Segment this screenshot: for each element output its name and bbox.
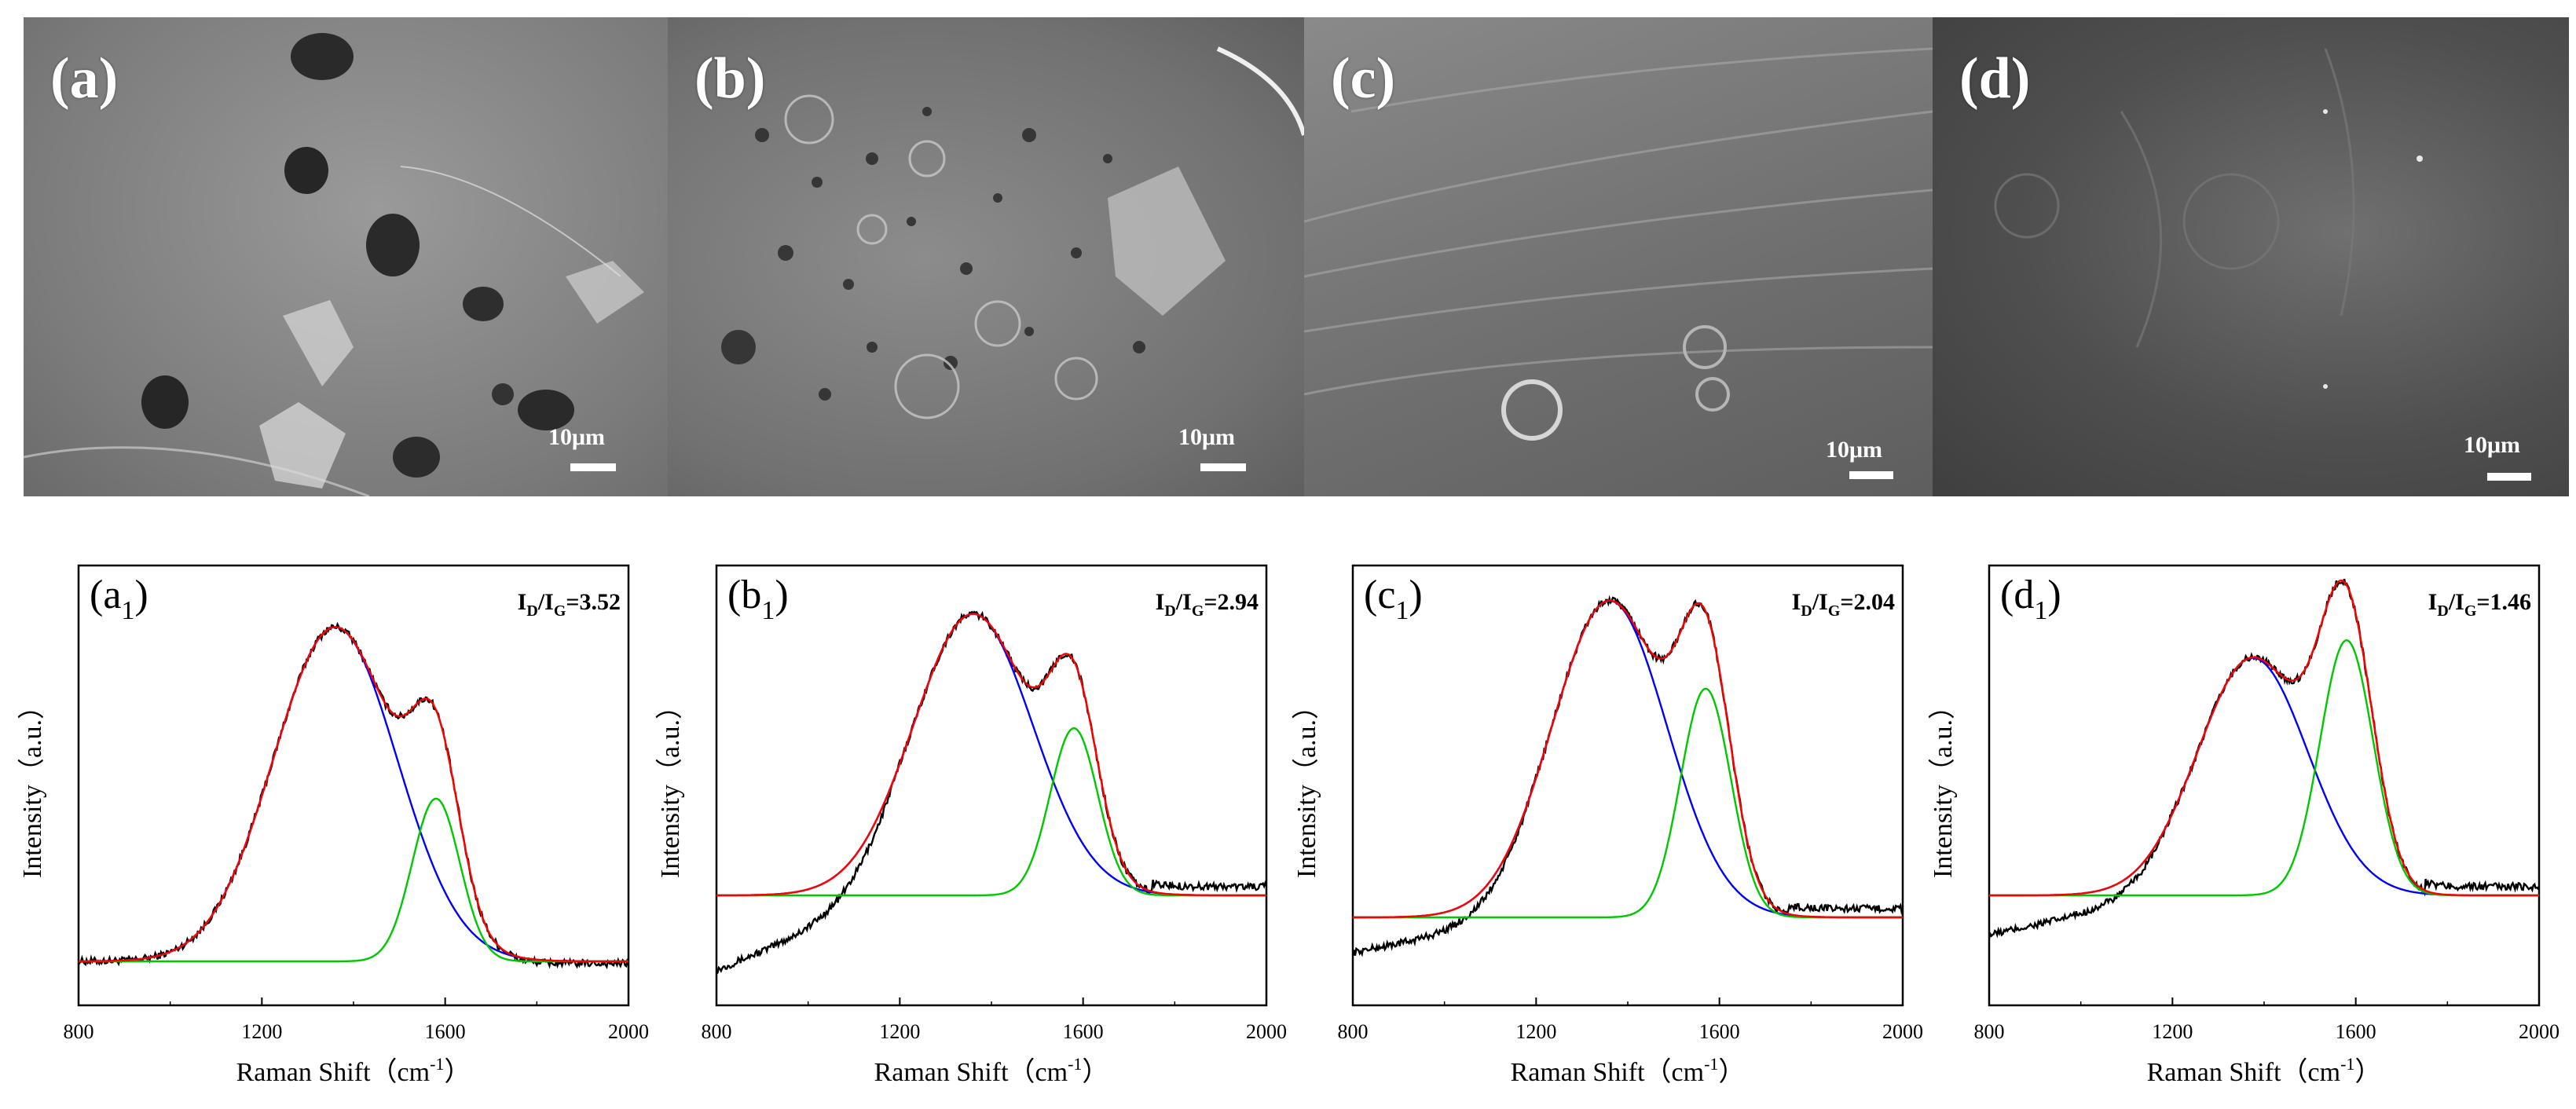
x-tick-label: 800 [1974, 1020, 2005, 1043]
series-g-band [716, 727, 1266, 897]
scale-bar-label: 10μm [548, 424, 605, 450]
intensity-ratio-label: ID/IG=3.52 [518, 589, 621, 620]
scale-bar-label: 10μm [1826, 437, 1882, 463]
series-g-band [79, 797, 628, 963]
x-tick-label: 800 [1338, 1020, 1369, 1043]
series-d-band [1989, 657, 2539, 897]
sem-texture [1304, 47, 1933, 441]
raman-chart-svg: 800 1200 1600 2000 Raman Shift（cm-1） Intensit… [17, 564, 649, 1087]
x-tick-label: 1600 [2336, 1020, 2376, 1043]
y-axis-label: Intensity（a.u.） [1292, 693, 1321, 878]
x-axis-label: Raman Shift（cm-1） [236, 1054, 471, 1087]
raman-chart-a1: 800 1200 1600 2000 Raman Shift（cm-1） Intensit… [0, 542, 649, 1109]
raman-chart-svg: 800 1200 1600 2000 Raman Shift（cm-1） Intensit… [655, 564, 1287, 1087]
sem-texture [24, 33, 644, 496]
y-axis-label: Intensity（a.u.） [17, 693, 47, 878]
panel-label: (d) [1959, 46, 2031, 111]
scale-bar-label: 10μm [2464, 432, 2520, 458]
series-d-band [716, 613, 1266, 897]
x-tick-label: 2000 [1882, 1020, 1923, 1043]
series-d-band [79, 626, 628, 963]
intensity-ratio-label: ID/IG=2.04 [1792, 589, 1895, 620]
x-tick-label: 800 [702, 1020, 732, 1043]
sem-image-a: (a) 10μm [24, 17, 668, 496]
x-tick-label: 1200 [2152, 1020, 2193, 1043]
chart-panel-label: (d1) [2000, 573, 2061, 625]
x-tick-label: 2000 [2519, 1020, 2560, 1043]
intensity-ratio-label: ID/IG=1.46 [2428, 589, 2531, 620]
sem-texture [721, 46, 1304, 419]
scale-bar [2487, 473, 2531, 481]
series-fit [79, 626, 628, 963]
series-measured [1351, 595, 1904, 957]
sem-texture [1994, 48, 2423, 389]
series-measured [1988, 578, 2541, 939]
scale-bar [1849, 471, 1893, 479]
panel-label: (c) [1331, 46, 1396, 111]
x-tick-label: 1600 [1699, 1020, 1740, 1043]
sem-image-b: (b) 10μm [668, 17, 1304, 496]
raman-chart-d1: 800 1200 1600 2000 Raman Shift（cm-1） Intensit… [1911, 542, 2560, 1109]
x-axis-label: Raman Shift（cm-1） [874, 1054, 1109, 1087]
x-tick-label: 1200 [879, 1020, 920, 1043]
series-g-band [1353, 687, 1903, 919]
y-axis-label: Intensity（a.u.） [655, 693, 685, 878]
series-g-band [1989, 639, 2539, 897]
series-fit [1353, 599, 1903, 919]
panel-label: (a) [50, 46, 119, 111]
series-fit [716, 613, 1266, 897]
x-axis-label: Raman Shift（cm-1） [2147, 1054, 2382, 1087]
chart-panel-label: (c1) [1364, 573, 1423, 625]
raman-chart-svg: 800 1200 1600 2000 Raman Shift（cm-1） Intensit… [1928, 564, 2560, 1087]
series-measured [77, 621, 630, 970]
intensity-ratio-label: ID/IG=2.94 [1156, 589, 1259, 620]
chart-panel-label: (b1) [727, 573, 789, 625]
scale-bar [1200, 463, 1246, 471]
x-tick-label: 800 [64, 1020, 94, 1043]
plot-frame [715, 564, 1268, 1007]
scale-bar [570, 463, 616, 471]
series-fit [1989, 579, 2539, 897]
y-axis-label: Intensity（a.u.） [1928, 693, 1958, 878]
chart-panel-label: (a1) [90, 573, 148, 625]
series-measured [716, 610, 1268, 975]
plot-frame [1988, 564, 2541, 1007]
series-d-band [1353, 599, 1903, 919]
x-tick-label: 1600 [425, 1020, 466, 1043]
plot-frame [77, 564, 630, 1007]
x-tick-label: 2000 [1246, 1020, 1287, 1043]
x-tick-label: 1600 [1063, 1020, 1104, 1043]
x-axis-label: Raman Shift（cm-1） [1511, 1054, 1746, 1087]
x-tick-label: 2000 [608, 1020, 649, 1043]
raman-chart-svg: 800 1200 1600 2000 Raman Shift（cm-1） Intensit… [1292, 564, 1923, 1087]
x-tick-label: 1200 [241, 1020, 282, 1043]
sem-image-d: (d) 10μm [1933, 17, 2569, 496]
x-tick-label: 1200 [1515, 1020, 1556, 1043]
sem-image-c: (c) 10μm [1304, 17, 1933, 496]
scale-bar-label: 10μm [1178, 424, 1235, 450]
raman-chart-c1: 800 1200 1600 2000 Raman Shift（cm-1） Intensit… [1274, 542, 1923, 1109]
raman-chart-b1: 800 1200 1600 2000 Raman Shift（cm-1） Intensit… [638, 542, 1287, 1109]
panel-label: (b) [694, 46, 766, 111]
plot-frame [1351, 564, 1904, 1007]
